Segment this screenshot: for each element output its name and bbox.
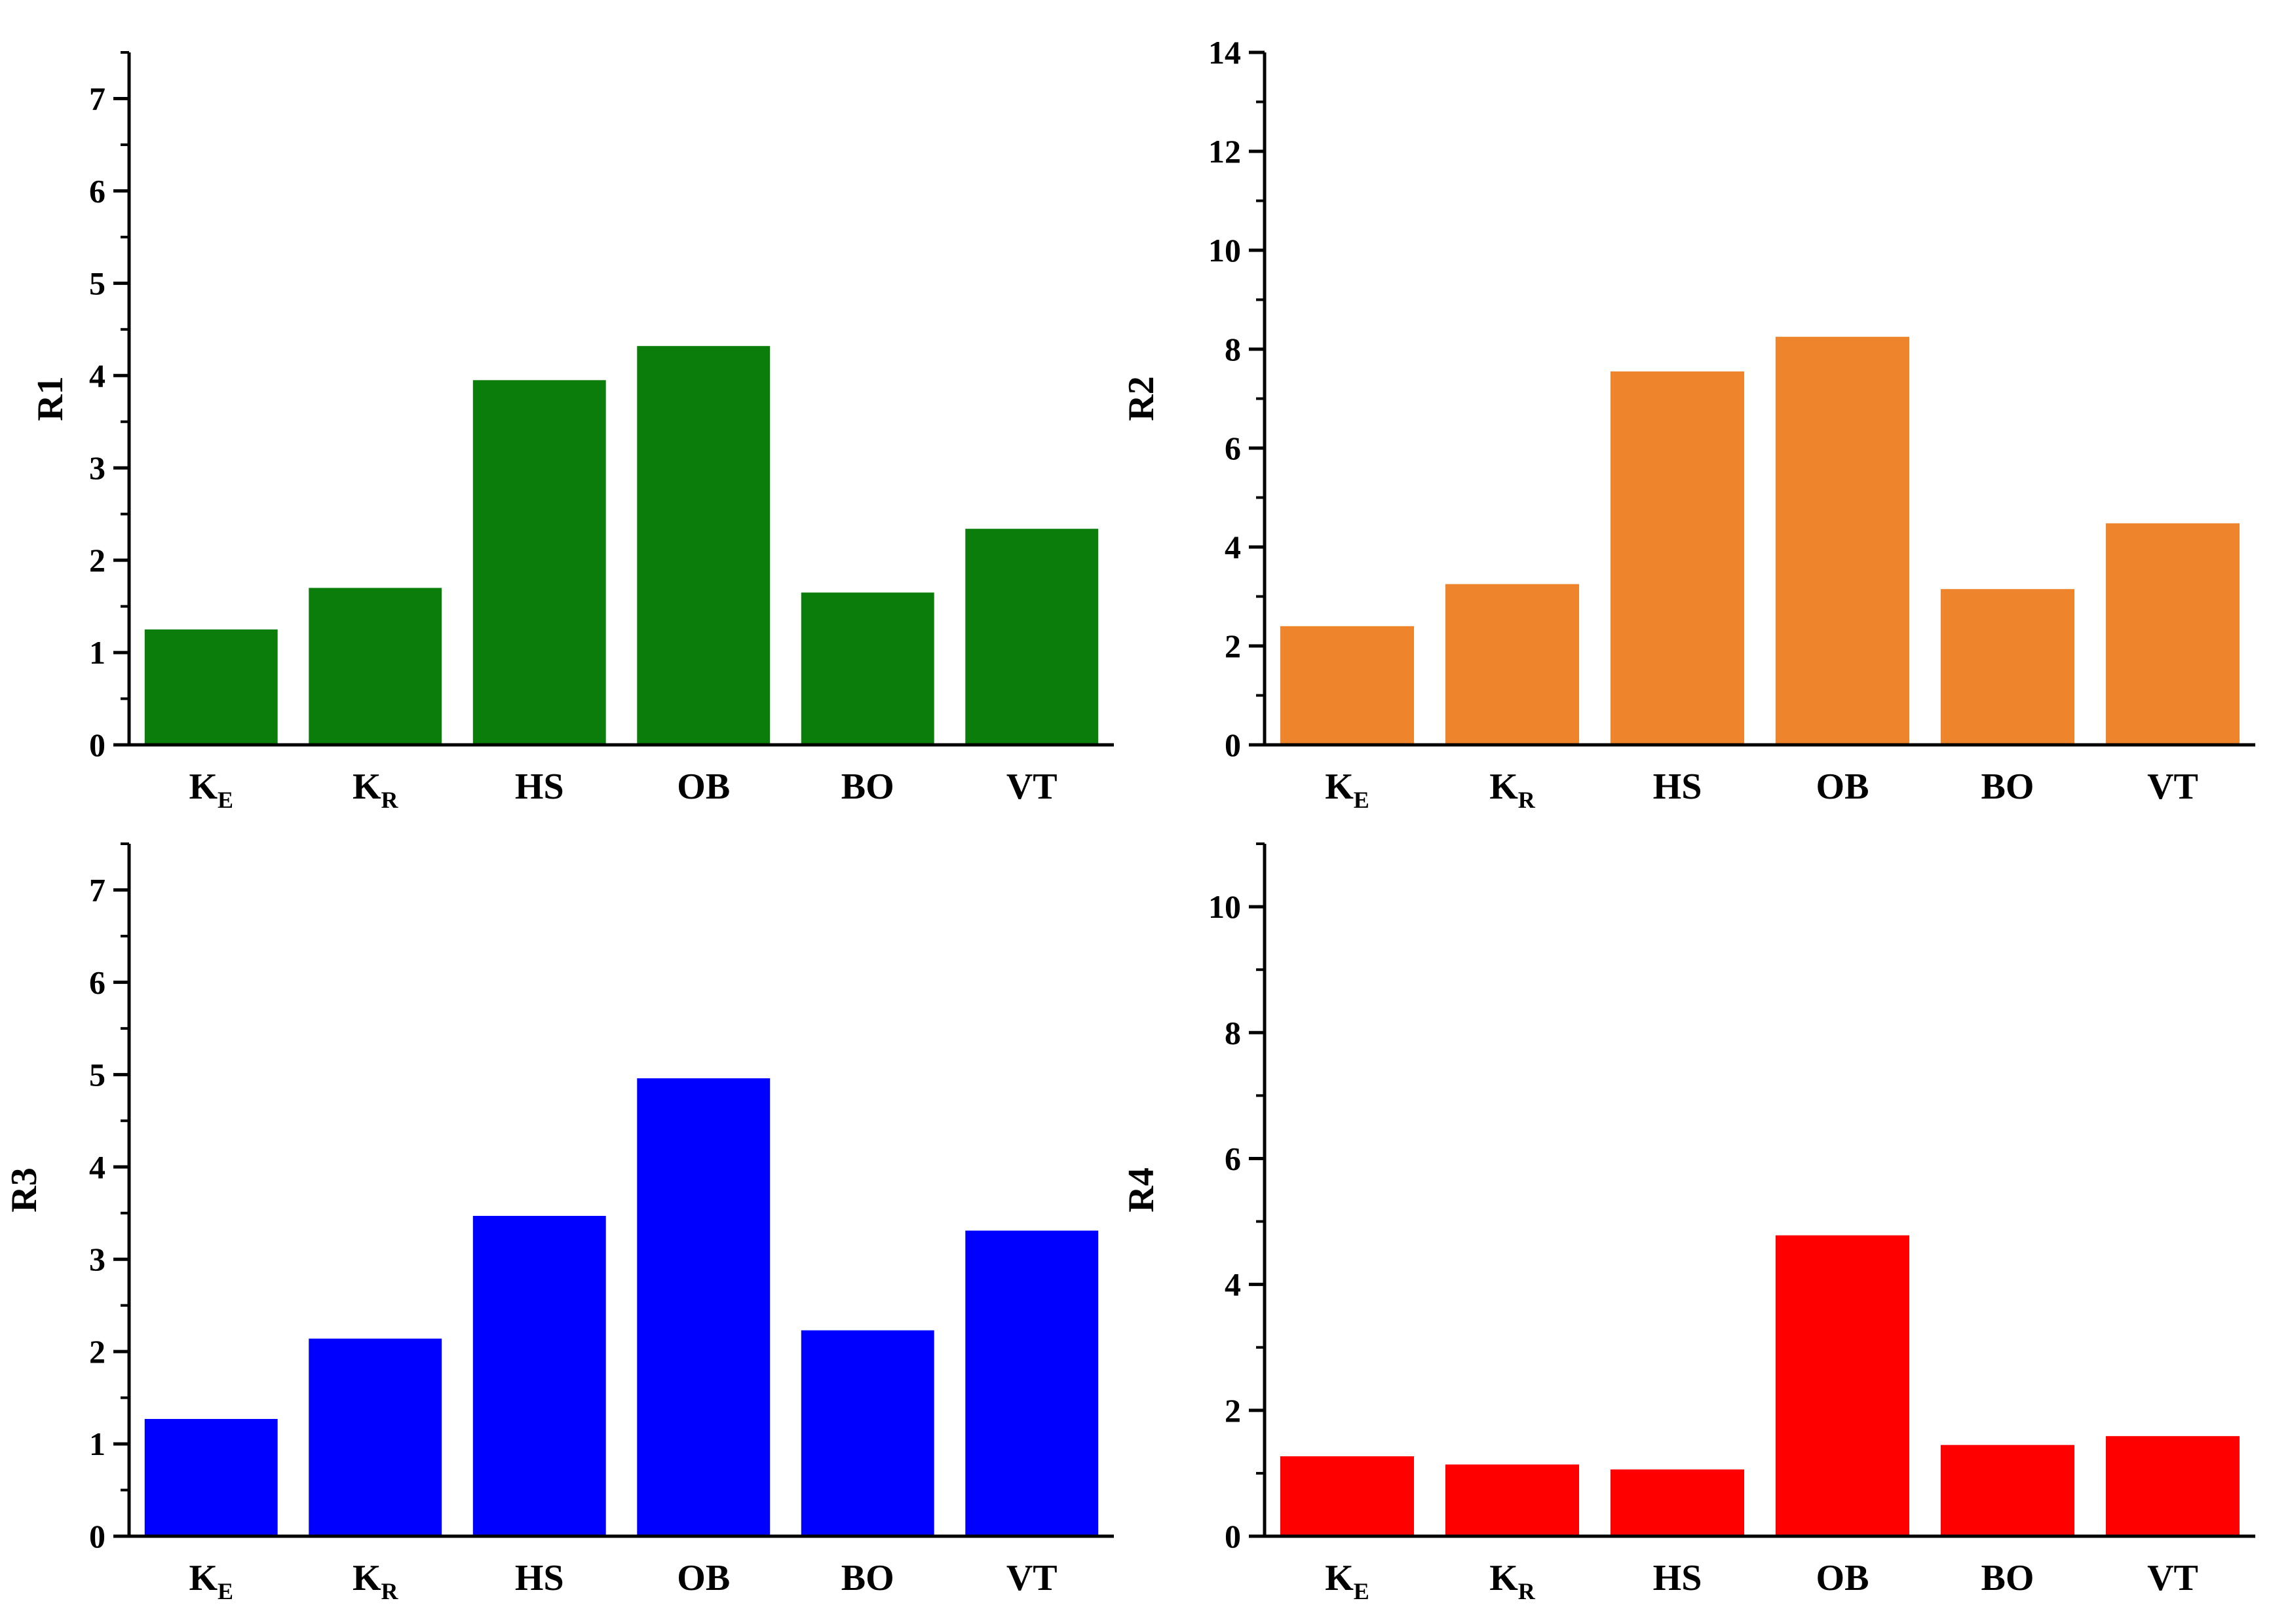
x-category-label: VT [1006,766,1058,807]
y-tick-label: 3 [89,1241,105,1277]
y-tick-label: 8 [1225,1014,1241,1051]
chart-panel-r3: 0 1 2 3 4 5 6 7 R3 KE KR HS OB BO VT [4,842,1114,1604]
y-tick-label: 0 [89,727,105,763]
bar-r2-4 [1940,589,2074,745]
x-category-label: BO [841,1558,894,1598]
bar-r1-2 [472,380,606,745]
y-tick-label: 0 [89,1518,105,1555]
y-tick-label: 6 [89,172,105,209]
x-category-label: KR [353,766,399,813]
y-axis-title: R3 [4,1167,45,1212]
y-tick-label: 6 [1225,430,1241,466]
x-category-label: HS [1653,1558,1702,1598]
y-tick-label: 4 [1225,529,1241,565]
y-tick-label: 4 [1225,1266,1241,1303]
bar-r4-4 [1940,1445,2074,1536]
bar-r1-4 [801,592,934,745]
bar-r2-3 [1775,337,1909,745]
y-tick-label: 3 [89,449,105,486]
bar-r4-1 [1445,1464,1579,1536]
y-tick-label: 12 [1208,133,1241,170]
x-category-label: VT [2147,1558,2198,1598]
x-category-label: HS [1653,766,1702,807]
bar-r1-3 [637,346,771,745]
bar-r2-1 [1445,584,1579,745]
y-tick-label: 10 [1208,888,1241,925]
y-tick-label: 2 [89,542,105,578]
bar-r3-4 [801,1330,934,1536]
bar-r1-0 [144,629,278,745]
y-axis-title: R4 [1121,1167,1162,1212]
y-tick-label: 2 [89,1333,105,1370]
bar-r3-3 [637,1078,771,1536]
y-tick-label: 1 [89,1426,105,1462]
bar-r3-1 [309,1338,442,1536]
y-tick-label: 4 [89,1148,105,1185]
x-category-label: OB [1816,766,1869,807]
x-category-label: KR [1489,766,1536,813]
x-category-label: KR [353,1558,399,1604]
y-tick-label: 14 [1208,34,1241,71]
y-tick-label: 10 [1208,232,1241,269]
x-category-label: HS [515,1558,564,1598]
bar-r4-0 [1280,1456,1414,1536]
bar-r4-5 [2105,1436,2240,1536]
x-category-label: BO [1981,766,2034,807]
y-axis-title: R1 [30,376,71,421]
chart-panel-r4: 0 2 4 6 8 10 R4 KE KR HS OB BO VT [1121,842,2255,1604]
y-tick-label: 0 [1225,727,1241,763]
x-category-label: KE [1325,766,1369,813]
x-category-label: OB [1816,1558,1869,1598]
x-category-label: BO [1981,1558,2034,1598]
x-category-label: KE [189,1558,233,1604]
x-category-label: KE [189,766,233,813]
bar-r2-0 [1280,626,1414,745]
y-tick-label: 1 [89,634,105,671]
y-tick-label: 6 [89,964,105,1000]
y-tick-label: 7 [89,871,105,908]
y-tick-label: 5 [89,1056,105,1093]
chart-panel-r1: 0 1 2 3 4 5 6 7 R1 KE KR HS OB BO VT [30,51,1114,813]
bar-r2-5 [2105,523,2240,745]
bar-r1-1 [309,588,442,745]
bar-r3-2 [472,1216,606,1536]
y-axis-title: R2 [1121,376,1162,421]
x-category-label: OB [677,766,730,807]
y-tick-label: 7 [89,80,105,117]
bar-r1-5 [965,529,1099,745]
bar-r3-5 [965,1230,1099,1536]
y-tick-label: 0 [1225,1518,1241,1555]
chart-panel-r2: 0 2 4 6 8 10 12 14 R2 KE KR HS OB BO VT [1121,34,2255,813]
y-tick-label: 5 [89,265,105,301]
x-category-label: VT [2147,766,2198,807]
x-category-label: KR [1489,1558,1536,1604]
x-category-label: BO [841,766,894,807]
x-category-label: HS [515,766,564,807]
bar-r4-3 [1775,1235,1909,1536]
y-tick-label: 4 [89,357,105,394]
x-category-label: VT [1006,1558,1058,1598]
bar-r3-0 [144,1419,278,1536]
bar-r2-2 [1610,371,1744,745]
y-tick-label: 6 [1225,1140,1241,1177]
x-category-label: KE [1325,1558,1369,1604]
bar-r4-2 [1610,1469,1744,1536]
y-tick-label: 2 [1225,628,1241,664]
x-category-label: OB [677,1558,730,1598]
y-tick-label: 2 [1225,1392,1241,1429]
y-tick-label: 8 [1225,331,1241,368]
